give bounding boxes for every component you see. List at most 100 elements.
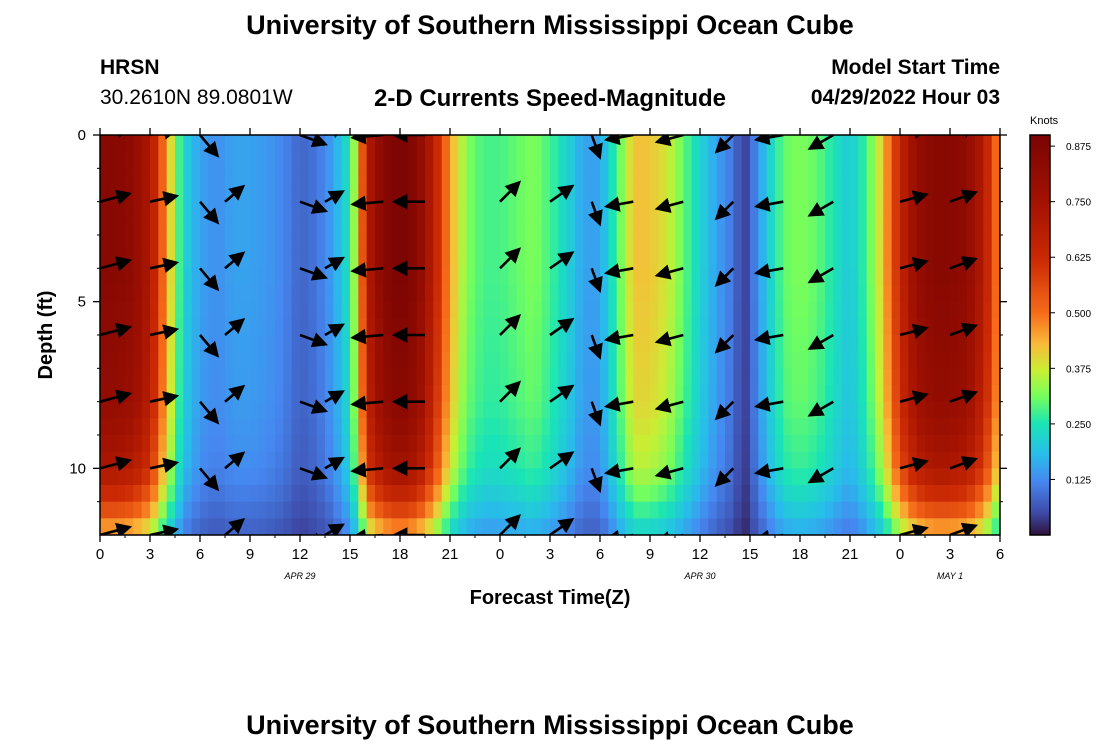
heatmap-cell <box>725 168 734 186</box>
heatmap-cell <box>833 301 843 319</box>
heatmap-cell <box>208 418 218 436</box>
heatmap-cell <box>991 485 1000 503</box>
heatmap-cell <box>333 218 343 236</box>
x-tick-label: 18 <box>792 546 809 563</box>
heatmap-cell <box>966 168 976 186</box>
heatmap-cell <box>941 368 951 386</box>
heatmap-cell <box>841 235 851 253</box>
heatmap-cell <box>858 318 868 336</box>
heatmap-cell <box>616 335 626 353</box>
x-axis-label: Forecast Time(Z) <box>470 587 631 609</box>
heatmap-cell <box>666 285 676 303</box>
heatmap-cell <box>825 468 834 486</box>
x-tick-label: 6 <box>996 546 1004 563</box>
heatmap-cell <box>108 501 118 519</box>
heatmap-cell <box>733 435 743 453</box>
heatmap-cell <box>191 385 201 403</box>
heatmap-cell <box>475 235 484 253</box>
heatmap-cell <box>858 451 868 469</box>
heatmap-cell <box>700 385 709 403</box>
heatmap-cell <box>916 318 926 336</box>
heatmap-cell <box>216 468 226 486</box>
heatmap-cell <box>791 201 801 219</box>
heatmap-cell <box>475 418 484 436</box>
heatmap-cell <box>750 451 759 469</box>
heatmap-cell <box>533 401 543 419</box>
heatmap-cell <box>258 451 268 469</box>
current-arrow <box>753 396 784 412</box>
heatmap-cell <box>166 401 176 419</box>
heatmap-cell <box>733 168 743 186</box>
heatmap-cell <box>725 368 734 386</box>
heatmap-cell <box>416 351 426 369</box>
heatmap-cell <box>225 201 234 219</box>
heatmap-cell <box>708 401 718 419</box>
heatmap-cell <box>983 518 993 535</box>
heatmap-cell <box>525 368 534 386</box>
current-arrow <box>150 135 180 140</box>
heatmap-cell <box>108 168 118 186</box>
current-arrow <box>499 247 522 270</box>
heatmap-cell <box>783 201 793 219</box>
heatmap-cell <box>266 485 276 503</box>
heatmap-cell <box>625 368 634 386</box>
current-vectors <box>100 135 979 535</box>
heatmap-cell <box>366 451 376 469</box>
heatmap-cell <box>875 218 884 236</box>
x-tick-label: 0 <box>96 546 104 563</box>
heatmap-cell <box>616 218 626 236</box>
heatmap-cell <box>100 185 109 203</box>
colorbar-tick-label: 0.875 <box>1066 142 1091 153</box>
heatmap-cell <box>541 385 551 403</box>
heatmap-cell <box>108 435 118 453</box>
heatmap-cell <box>866 285 876 303</box>
heatmap-cell <box>866 185 876 203</box>
heatmap-cell <box>450 301 459 319</box>
heatmap-cell <box>316 435 326 453</box>
heatmap-cell <box>183 468 193 486</box>
heatmap-cell <box>516 135 526 153</box>
x-tick-label: 18 <box>392 546 409 563</box>
heatmap-cell <box>400 135 409 153</box>
heatmap-cell <box>100 318 109 336</box>
heatmap-cell <box>716 485 726 503</box>
heatmap-cell <box>541 185 551 203</box>
heatmap-cell <box>350 218 359 236</box>
heatmap-cell <box>641 401 651 419</box>
heatmap-cell <box>141 418 151 436</box>
heatmap-cell <box>191 401 201 419</box>
heatmap-cell <box>716 451 726 469</box>
heatmap-cell <box>700 185 709 203</box>
heatmap-cell <box>866 501 876 519</box>
heatmap-cell <box>283 135 293 153</box>
heatmap-cell <box>383 268 393 286</box>
heatmap-cell <box>750 385 759 403</box>
heatmap-cell <box>491 418 501 436</box>
heatmap-cell <box>308 235 318 253</box>
heatmap-cell <box>566 285 576 303</box>
heatmap-cell <box>541 201 551 219</box>
heatmap-cell <box>816 451 826 469</box>
heatmap-cell <box>775 218 784 236</box>
heatmap-cell <box>883 185 893 203</box>
heatmap-cell <box>625 451 634 469</box>
heatmap-cell <box>200 301 209 319</box>
heatmap-cell <box>916 501 926 519</box>
heatmap-cell <box>216 385 226 403</box>
heatmap-cell <box>733 185 743 203</box>
heatmap-cell <box>183 351 193 369</box>
heatmap-cell <box>166 468 176 486</box>
heatmap-cell <box>333 368 343 386</box>
heatmap-cell <box>950 268 959 286</box>
heatmap-cell <box>716 218 726 236</box>
heatmap-cell <box>600 401 609 419</box>
heatmap-cell <box>166 435 176 453</box>
heatmap-cell <box>183 151 193 169</box>
heatmap-cell <box>975 401 984 419</box>
heatmap-cell <box>866 335 876 353</box>
heatmap-cell <box>583 201 593 219</box>
heatmap-cell <box>266 368 276 386</box>
heatmap-cell <box>975 268 984 286</box>
heatmap-cell <box>641 151 651 169</box>
heatmap-cell <box>916 235 926 253</box>
